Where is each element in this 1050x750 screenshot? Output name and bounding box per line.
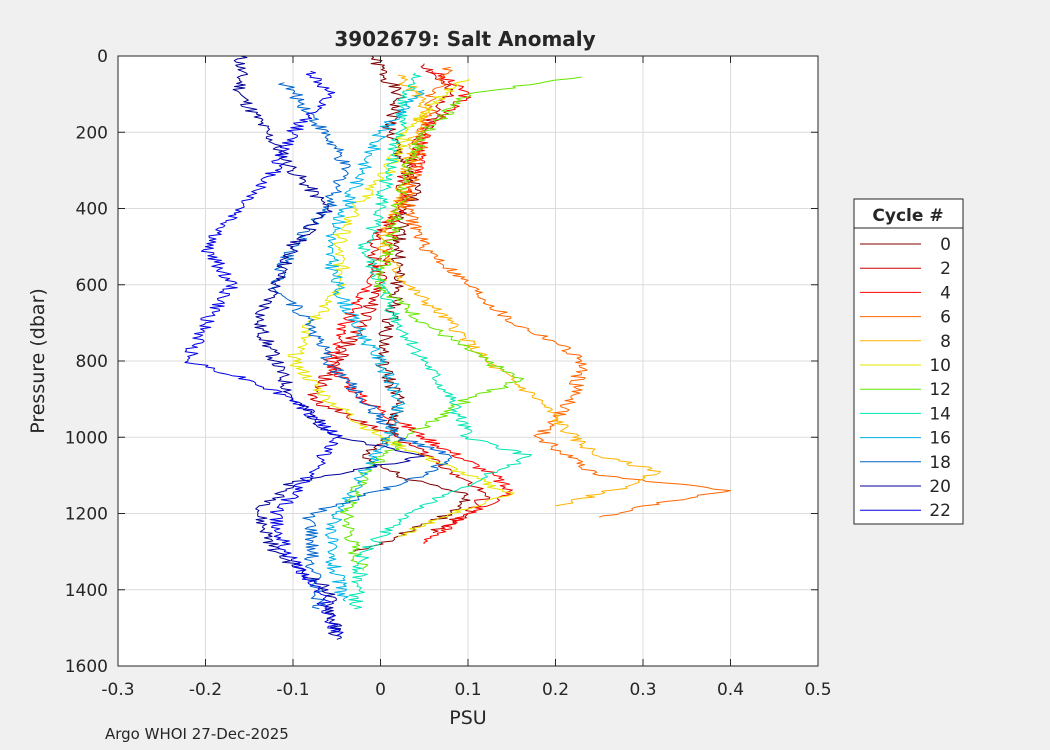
x-tick-label: -0.3: [101, 680, 134, 700]
series-line-cycle-8: [377, 74, 661, 507]
legend-label-cycle-18: 18: [929, 453, 951, 473]
legend-box: [853, 198, 964, 525]
x-tick-label: 0: [375, 680, 386, 700]
legend-label-cycle-10: 10: [929, 356, 951, 376]
series-line-cycle-12: [339, 76, 582, 571]
x-tick-label: 0.1: [454, 680, 481, 700]
y-tick-label: 1600: [65, 657, 108, 677]
legend-label-cycle-8: 8: [940, 332, 951, 352]
series-line-cycle-2: [307, 63, 491, 534]
series-line-cycle-22: [184, 70, 344, 636]
series-line-cycle-14: [348, 72, 533, 610]
footer-credit: Argo WHOI 27-Dec-2025: [105, 725, 289, 743]
legend-label-cycle-0: 0: [940, 235, 951, 255]
x-tick-label: 0.5: [804, 680, 831, 700]
x-axis-label: PSU: [449, 707, 486, 729]
legend-label-cycle-12: 12: [929, 380, 951, 400]
x-tick-label: -0.1: [276, 680, 309, 700]
legend: Cycle # 0 2 4 6 8 10 12 14 16 18 20 22: [853, 198, 964, 525]
chart-title: 3902679: Salt Anomaly: [334, 27, 595, 51]
y-tick-label: 200: [76, 123, 108, 143]
legend-label-cycle-16: 16: [929, 429, 951, 449]
series-layer: [184, 55, 731, 640]
series-line-cycle-10: [287, 78, 515, 537]
legend-entries: 0 2 4 6 8 10 12 14 16 18 20 22: [860, 235, 951, 521]
y-tick-label: 800: [76, 352, 108, 372]
legend-title: Cycle #: [872, 206, 943, 226]
legend-label-cycle-14: 14: [929, 404, 951, 424]
series-line-cycle-16: [324, 89, 425, 602]
x-tick-label: 0.2: [542, 680, 569, 700]
legend-label-cycle-2: 2: [940, 259, 951, 279]
x-tick-label: 0.3: [629, 680, 656, 700]
x-tick-label: 0.4: [717, 680, 744, 700]
legend-label-cycle-20: 20: [929, 477, 951, 497]
series-line-cycle-18: [271, 82, 452, 610]
y-tick-label: 600: [76, 276, 108, 296]
series-line-cycle-20: [232, 55, 425, 640]
y-tick-label: 1200: [65, 505, 108, 525]
legend-label-cycle-4: 4: [940, 283, 951, 303]
y-tick-label: 1400: [65, 581, 108, 601]
y-tick-label: 1000: [65, 428, 108, 448]
legend-label-cycle-22: 22: [929, 501, 951, 521]
y-axis-label: Pressure (dbar): [27, 288, 49, 434]
ticks: -0.3 -0.2 -0.1 0 0.1 0.2 0.3 0.4 0.5 0 200 400 600 80…: [65, 47, 832, 700]
series-line-cycle-4: [323, 70, 513, 545]
y-tick-label: 400: [76, 200, 108, 220]
series-line-cycle-0: [353, 55, 471, 552]
y-tick-label: 0: [97, 47, 108, 67]
legend-label-cycle-6: 6: [940, 308, 951, 328]
x-tick-label: -0.2: [189, 680, 222, 700]
grid: [117, 55, 819, 667]
